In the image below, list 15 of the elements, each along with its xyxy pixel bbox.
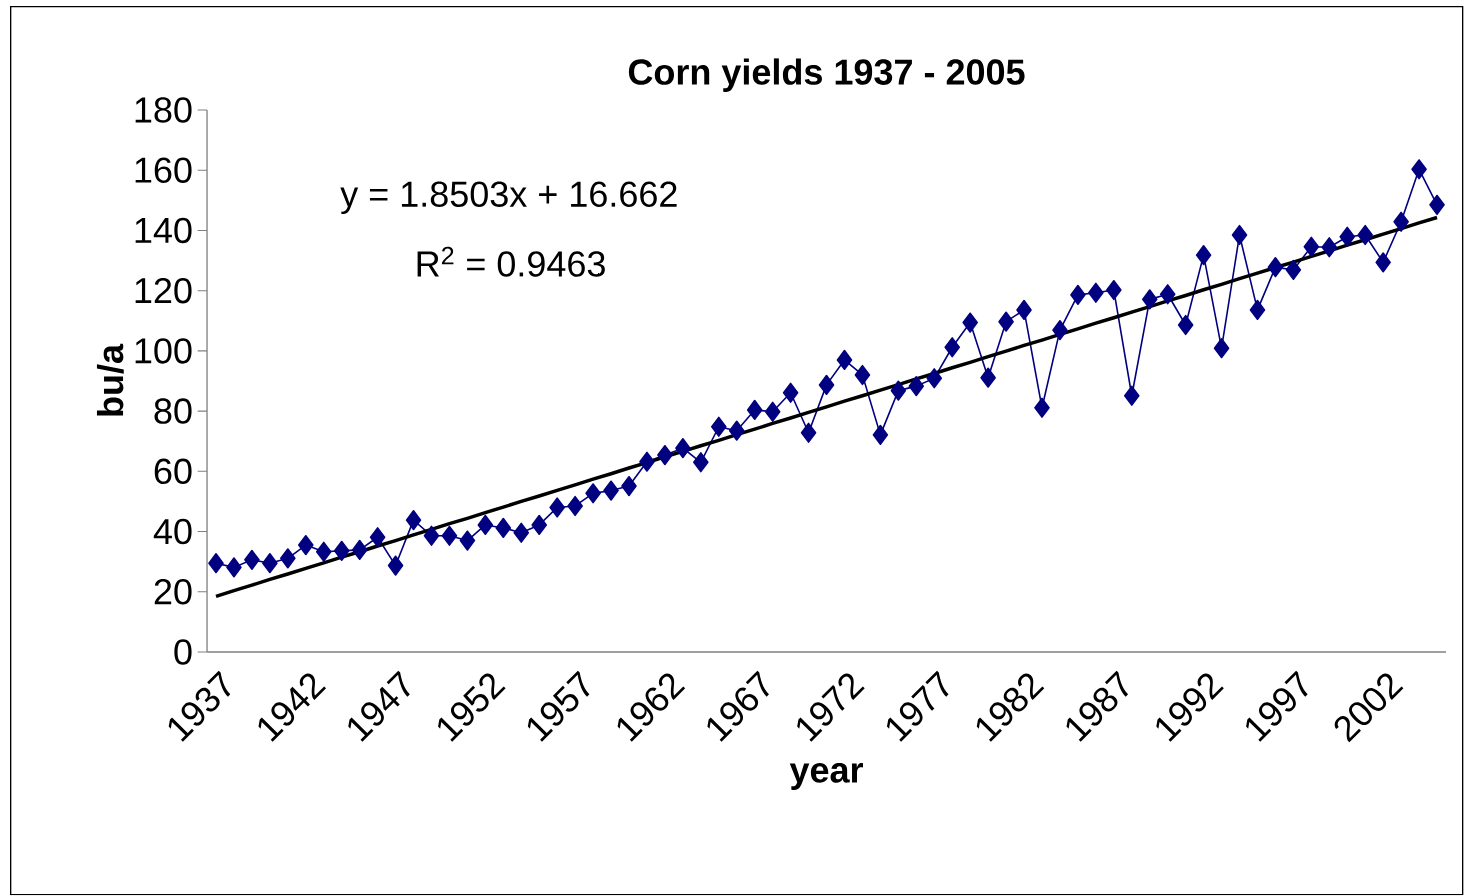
annotation: y = 1.8503x + 16.662 (340, 181, 677, 215)
y-tick-label: 140 (135, 217, 192, 244)
y-tick-label: 80 (154, 398, 192, 424)
y-tick-label: 60 (154, 458, 192, 485)
annotation: R$^{2}$ = 0.9463 (417, 246, 605, 277)
y-tick-label: 20 (154, 579, 192, 605)
chart-title: Corn yields 1937 - 2005 (628, 58, 1025, 92)
y-tick-label: 0 (174, 639, 192, 665)
y-tick-label: 100 (135, 338, 192, 364)
y-axis-title: bu/a (96, 343, 124, 416)
y-tick-label: 160 (135, 157, 192, 183)
y-tick-label: 40 (153, 518, 192, 545)
x-axis-title: year (789, 763, 863, 790)
y-tick-label: 120 (135, 277, 192, 304)
y-tick-label: 180 (135, 97, 192, 123)
